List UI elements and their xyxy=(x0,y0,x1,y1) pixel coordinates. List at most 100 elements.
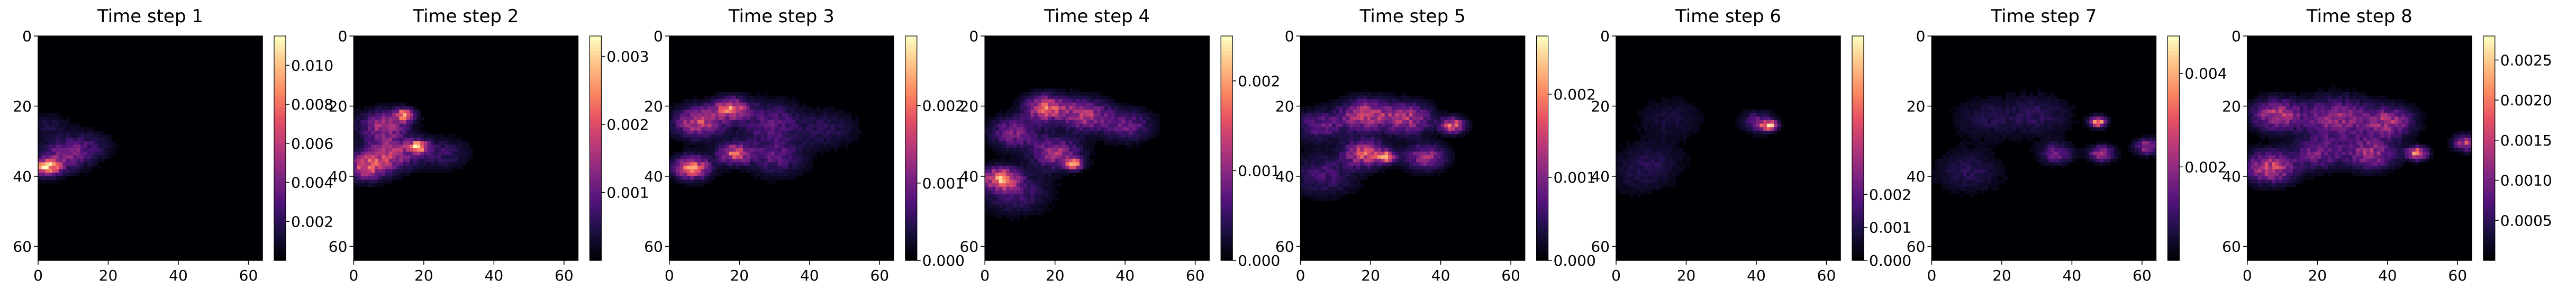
heatmap-cell xyxy=(817,110,821,114)
heatmap-cell xyxy=(62,173,67,177)
heatmap-cell xyxy=(399,102,403,106)
heatmap-cell xyxy=(722,106,726,110)
heatmap-cell xyxy=(697,183,701,187)
heatmap-cell xyxy=(753,162,757,166)
colorbar-segment xyxy=(905,223,917,227)
heatmap-cell xyxy=(1325,141,1329,145)
heatmap-cell xyxy=(1020,183,1024,187)
heatmap-cell xyxy=(679,176,684,180)
heatmap-cell xyxy=(788,158,793,162)
heatmap-cell xyxy=(1041,173,1045,177)
heatmap-cell xyxy=(1644,134,1648,138)
heatmap-cell xyxy=(770,169,775,173)
heatmap-cell xyxy=(1427,110,1431,114)
heatmap-cell xyxy=(1325,110,1329,114)
colorbar-segment xyxy=(905,174,917,179)
heatmap-cell xyxy=(1409,120,1413,124)
heatmap-cell xyxy=(788,138,793,142)
colorbar-segment xyxy=(274,125,286,130)
heatmap-cell xyxy=(1363,134,1367,138)
heatmap-cell xyxy=(697,151,701,156)
heatmap-cell xyxy=(1132,113,1136,117)
heatmap-cell xyxy=(1033,190,1038,194)
heatmap-cell xyxy=(41,145,46,149)
heatmap-cell xyxy=(1076,88,1080,93)
heatmap-cell xyxy=(1651,99,1655,103)
heatmap-cell xyxy=(1086,113,1091,117)
heatmap-cell xyxy=(1125,134,1129,138)
heatmap-cell xyxy=(76,151,80,156)
heatmap-cell xyxy=(367,123,371,128)
x-tick-label: 40 xyxy=(169,267,188,284)
heatmap-cell xyxy=(781,138,785,142)
heatmap-cell xyxy=(1069,116,1073,121)
heatmap-cell xyxy=(1328,138,1332,142)
colorbar-segment xyxy=(1221,107,1233,111)
heatmap-cell xyxy=(66,173,70,177)
heatmap-cell xyxy=(52,113,56,117)
heatmap-cell xyxy=(770,162,775,166)
heatmap-cell xyxy=(1423,113,1427,117)
heatmap-cell xyxy=(1080,166,1084,170)
heatmap-cell xyxy=(841,120,845,124)
heatmap-cell xyxy=(1002,116,1006,121)
heatmap-cell xyxy=(799,130,803,134)
heatmap-cell xyxy=(732,162,737,166)
heatmap-cell xyxy=(388,110,393,114)
heatmap-cell xyxy=(1353,138,1357,142)
heatmap-cell xyxy=(441,138,445,142)
heatmap-cell xyxy=(1749,116,1753,121)
heatmap-cell xyxy=(1048,138,1052,142)
heatmap-cell xyxy=(718,99,722,103)
heatmap-cell xyxy=(441,151,445,156)
heatmap-cell xyxy=(795,169,800,173)
heatmap-cell xyxy=(694,158,698,162)
heatmap-cell xyxy=(1662,110,1666,114)
heatmap-cell xyxy=(87,134,91,138)
heatmap-cell xyxy=(1062,116,1066,121)
colorbar-segment xyxy=(905,100,917,104)
heatmap-cell xyxy=(1402,106,1406,110)
heatmap-cell xyxy=(714,120,719,124)
heatmap-cell xyxy=(1051,155,1056,159)
heatmap-cell xyxy=(382,179,386,184)
heatmap-cell xyxy=(1009,194,1013,198)
heatmap-cell xyxy=(375,173,379,177)
heatmap-cell xyxy=(1023,127,1028,131)
colorbar-segment xyxy=(274,36,286,40)
heatmap-cell xyxy=(1009,158,1013,162)
heatmap-cell xyxy=(708,169,712,173)
heatmap-cell xyxy=(1353,145,1357,149)
heatmap-cell xyxy=(729,145,733,149)
heatmap-cell xyxy=(388,138,393,142)
heatmap-cell xyxy=(732,151,737,156)
heatmap-cell xyxy=(1402,102,1406,106)
heatmap-cell xyxy=(406,148,410,152)
heatmap-cell xyxy=(1665,116,1669,121)
heatmap-cell xyxy=(701,134,705,138)
heatmap-cell xyxy=(1665,151,1669,156)
heatmap-cell xyxy=(1662,141,1666,145)
heatmap-cell xyxy=(711,169,715,173)
heatmap-cell xyxy=(399,120,403,124)
colorbar-segment xyxy=(589,103,602,107)
heatmap-cell xyxy=(1048,179,1052,184)
colorbar-segment xyxy=(905,189,917,194)
colorbar-segment xyxy=(1536,125,1548,130)
heatmap-cell xyxy=(413,110,417,114)
heatmap-cell xyxy=(1377,99,1382,103)
colorbar-segment xyxy=(1221,122,1233,127)
heatmap-cell xyxy=(1033,110,1038,114)
heatmap-cell xyxy=(753,99,757,103)
heatmap-cell xyxy=(410,141,414,145)
heatmap-cell xyxy=(62,134,67,138)
heatmap-cell xyxy=(1444,130,1448,134)
heatmap-cell xyxy=(1427,169,1431,173)
heatmap-cell xyxy=(683,169,687,173)
colorbar-segment xyxy=(1221,125,1233,130)
heatmap-cell xyxy=(1048,116,1052,121)
heatmap-cell xyxy=(367,169,371,173)
heatmap-cell xyxy=(1128,134,1132,138)
heatmap-cell xyxy=(806,113,810,117)
heatmap-cell xyxy=(73,127,77,131)
